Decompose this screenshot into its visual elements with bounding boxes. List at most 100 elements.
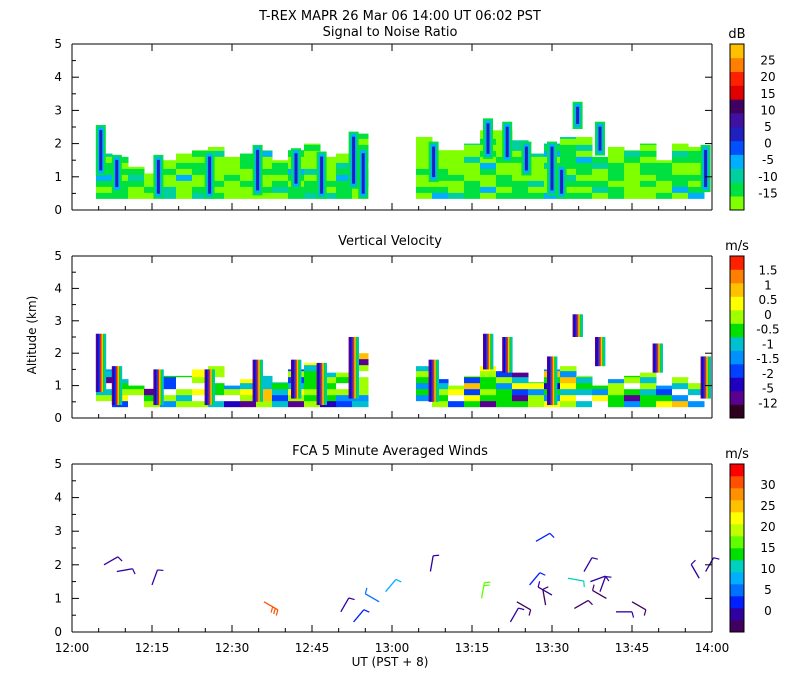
heatmap-cell bbox=[464, 174, 481, 181]
heatmap-cell bbox=[480, 156, 497, 163]
plume-stripe bbox=[579, 314, 582, 337]
heatmap-cell bbox=[640, 174, 657, 181]
plume-stripe bbox=[320, 362, 323, 406]
heatmap-cell bbox=[352, 376, 369, 384]
heatmap-cell bbox=[640, 400, 657, 408]
colorbar-label: 1 bbox=[764, 278, 772, 292]
wind-barb bbox=[542, 589, 547, 606]
heatmap-cell bbox=[528, 156, 545, 163]
plume-stripe bbox=[434, 359, 437, 402]
heatmap-cell bbox=[160, 376, 177, 384]
heatmap-cell bbox=[208, 388, 225, 396]
axes: 0 1 2 3 4 5 12:00 12:15 12:30 12:45 13:00 13:15 13:3… bbox=[54, 457, 729, 655]
plume-stripe bbox=[316, 362, 319, 406]
heatmap-cell bbox=[336, 174, 353, 181]
heatmap-cell bbox=[128, 186, 145, 193]
heatmap-cell bbox=[240, 162, 257, 169]
wind-barb bbox=[592, 589, 607, 599]
heatmap-cell bbox=[560, 376, 577, 384]
heatmap-cell bbox=[640, 388, 657, 396]
heatmap-cell bbox=[592, 385, 609, 390]
plume-stripe bbox=[325, 362, 327, 406]
heatmap-cell bbox=[288, 186, 305, 193]
colorbar-label: -1.5 bbox=[756, 352, 779, 366]
heatmap-cell bbox=[448, 162, 465, 169]
heatmap-cell bbox=[608, 156, 625, 163]
plume-core bbox=[505, 126, 509, 158]
heatmap-cell bbox=[576, 400, 593, 408]
heatmap-cell bbox=[432, 180, 449, 187]
plume-stripe bbox=[505, 337, 507, 373]
heatmap-cell bbox=[496, 168, 513, 175]
heatmap-cell bbox=[672, 372, 689, 378]
panel-3: FCA 5 Minute Averaged Winds 0 1 2 3 4 5 12:00 12… bbox=[54, 444, 775, 655]
plume-stripe bbox=[596, 337, 599, 367]
wind-barb bbox=[537, 586, 553, 596]
heatmap-cell bbox=[608, 150, 625, 157]
heatmap-cell bbox=[192, 156, 209, 163]
heatmap-cell bbox=[560, 394, 577, 402]
heatmap-cell bbox=[496, 370, 513, 378]
heatmap-cell bbox=[144, 394, 161, 402]
heatmap-cell bbox=[656, 180, 673, 187]
heatmap-cell bbox=[320, 400, 337, 408]
heatmap-cell bbox=[448, 156, 465, 163]
heatmap-cell bbox=[592, 186, 609, 193]
wind-barb-flag bbox=[483, 584, 490, 587]
heatmap-cell bbox=[272, 186, 289, 193]
heatmap-cell bbox=[192, 174, 209, 181]
heatmap-cell bbox=[208, 382, 225, 390]
heatmap-cell bbox=[256, 376, 273, 384]
wind-barb-flag bbox=[605, 576, 612, 578]
heatmap-cell bbox=[336, 162, 353, 169]
colorbar: -12-5-2-1.5-1-0.500.511.5 m/s bbox=[725, 239, 780, 419]
plume-stripe bbox=[547, 356, 549, 406]
panels-group: Signal to Noise Ratio012345-15-10-505101… bbox=[54, 25, 779, 655]
heatmap-cell bbox=[528, 186, 545, 193]
heatmap-cell bbox=[192, 186, 209, 193]
panel-1: Signal to Noise Ratio 0 1 2 3 4 5 -15 -10 -5 0 5 10 1… bbox=[54, 25, 777, 217]
heatmap-cell bbox=[560, 180, 577, 187]
plume-core bbox=[560, 169, 564, 194]
heatmap-cell bbox=[416, 400, 433, 408]
heatmap-cell bbox=[192, 394, 209, 402]
colorbar-swatch bbox=[730, 127, 744, 142]
y-tick-label: 1 bbox=[54, 379, 62, 393]
plume-stripe bbox=[483, 333, 485, 370]
colorbar-swatch bbox=[730, 391, 744, 405]
heatmap-cell bbox=[176, 375, 193, 378]
heatmap-cell bbox=[688, 192, 705, 199]
y-tick-label: 4 bbox=[54, 70, 62, 84]
heatmap-cell bbox=[576, 168, 593, 175]
heatmap-cell bbox=[576, 388, 593, 396]
heatmap-cell bbox=[624, 388, 641, 396]
colorbar-swatch bbox=[730, 269, 744, 284]
wind-barb-flag bbox=[539, 572, 546, 576]
colorbar: -15 -10 -5 0 5 10 15 20 25 dB bbox=[728, 27, 778, 211]
y-tick-label: 0 bbox=[54, 411, 62, 425]
heatmap-cell bbox=[432, 150, 449, 151]
heatmap-cell bbox=[144, 400, 161, 408]
heatmap-cell bbox=[208, 150, 225, 157]
plume-stripe bbox=[655, 343, 658, 373]
plume-stripe bbox=[156, 369, 159, 406]
wind-barb-flag bbox=[542, 586, 549, 590]
heatmap-cell bbox=[160, 375, 177, 378]
plume-stripe bbox=[355, 337, 358, 399]
plume-stripe bbox=[255, 359, 258, 402]
heatmap-cell bbox=[672, 174, 689, 181]
wind-barb bbox=[690, 564, 700, 579]
heatmap-cell bbox=[304, 370, 321, 378]
heatmap-cell bbox=[656, 394, 673, 402]
heatmap-cell bbox=[352, 138, 369, 145]
plume-core bbox=[361, 153, 365, 194]
heatmap-cell bbox=[160, 162, 177, 169]
wind-barb-flag bbox=[643, 609, 647, 616]
heatmap-cell bbox=[560, 168, 577, 175]
heatmap-cell bbox=[512, 382, 529, 390]
heatmap-cell bbox=[320, 372, 337, 378]
plume-core bbox=[704, 149, 708, 188]
heatmap-cell bbox=[288, 192, 305, 199]
heatmap-cell bbox=[624, 192, 641, 199]
heatmap-cell bbox=[336, 376, 353, 384]
